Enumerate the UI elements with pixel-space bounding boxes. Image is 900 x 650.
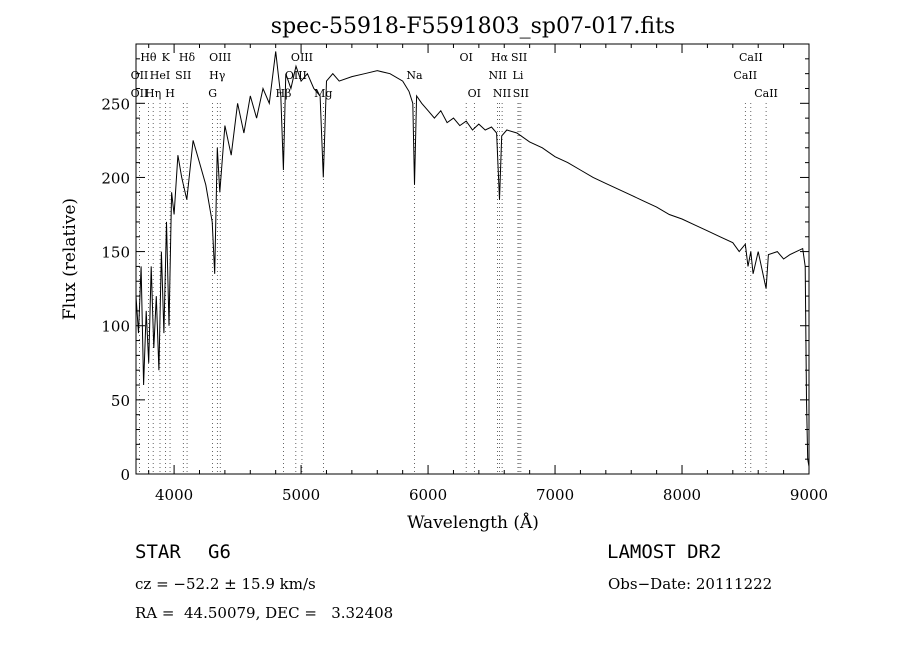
coordinates-text: RA = 44.50079, DEC = 3.32408 <box>135 604 394 622</box>
line-label: H <box>165 87 175 100</box>
line-label: G <box>208 87 217 100</box>
x-tick-label: 8000 <box>663 486 701 504</box>
y-tick-label: 150 <box>101 244 130 262</box>
line-label: NII <box>493 87 511 100</box>
y-axis: 0 50 100 150 200 250 <box>101 58 809 484</box>
line-label: Mg <box>314 87 332 100</box>
line-label: Na <box>406 69 423 82</box>
y-tick-label: 200 <box>101 169 130 187</box>
line-label: OIII <box>291 51 313 64</box>
y-axis-label: Flux (relative) <box>60 198 80 320</box>
redshift-text: cz = −52.2 ± 15.9 km/s <box>135 575 316 593</box>
survey-name: LAMOST DR2 <box>607 541 722 563</box>
x-tick-label: 5000 <box>282 486 320 504</box>
line-label: OII <box>131 87 149 100</box>
line-label: OIII <box>209 51 231 64</box>
observation-date: Obs−Date: 20111222 <box>608 575 773 593</box>
line-label: Hγ <box>209 69 226 82</box>
x-tick-label: 7000 <box>536 486 574 504</box>
line-label: SII <box>513 87 529 100</box>
y-tick-label: 50 <box>111 392 130 410</box>
line-label: Hδ <box>179 51 196 64</box>
object-class: STAR <box>135 541 181 563</box>
line-label: Hθ <box>140 51 157 64</box>
line-label: CaII <box>739 51 763 64</box>
line-label: SII <box>511 51 527 64</box>
x-axis: 4000 5000 6000 7000 8000 9000 <box>148 44 828 504</box>
chart-title: spec-55918-F5591803_sp07-017.fits <box>271 14 675 39</box>
line-label: OIII <box>285 69 307 82</box>
line-label: OI <box>468 87 481 100</box>
line-label: OI <box>459 51 472 64</box>
line-label: K <box>162 51 171 64</box>
line-label: Hα <box>491 51 509 64</box>
line-label: Hβ <box>275 87 291 100</box>
line-label: Hη <box>145 87 161 100</box>
line-label: CaII <box>733 69 757 82</box>
y-tick-label: 0 <box>120 466 130 484</box>
line-label: SII <box>175 69 191 82</box>
plot-frame <box>135 43 810 475</box>
x-tick-label: 9000 <box>790 486 828 504</box>
spectral-line-markers <box>139 103 767 474</box>
line-label: HeI <box>150 69 170 82</box>
line-label: OII <box>131 69 149 82</box>
spectrum-line <box>135 51 810 467</box>
x-tick-label: 4000 <box>155 486 193 504</box>
y-tick-label: 100 <box>101 318 130 336</box>
x-axis-label: Wavelength (Å) <box>407 512 539 533</box>
line-label: Li <box>513 69 524 82</box>
x-tick-label: 6000 <box>409 486 447 504</box>
line-label: NII <box>488 69 506 82</box>
line-label: CaII <box>754 87 778 100</box>
object-subclass: G6 <box>208 541 231 563</box>
y-tick-label: 250 <box>101 95 130 113</box>
